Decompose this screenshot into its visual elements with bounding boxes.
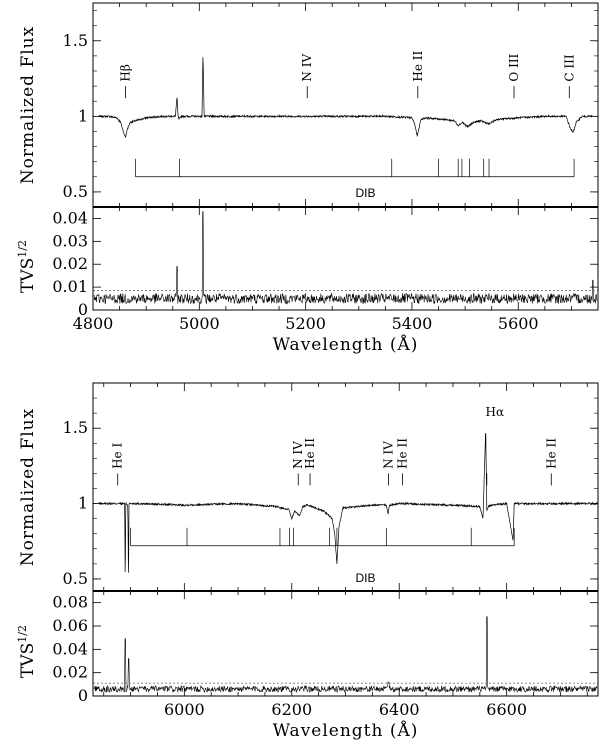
- flux-spectrum-line: [97, 57, 593, 138]
- y-axis-label-flux: Normalized Flux: [18, 26, 38, 184]
- line-id-label: C III: [562, 54, 576, 81]
- dib-label: DIB: [355, 571, 375, 585]
- x-tick-label: 4800: [73, 314, 114, 333]
- x-tick-label: 5200: [285, 314, 326, 333]
- x-tick-label: 5600: [498, 314, 539, 333]
- bottom-frame: [92, 590, 599, 697]
- y-tick-label: 0.5: [63, 569, 88, 588]
- y-tick-label: 0.03: [52, 231, 88, 250]
- x-tick-label: 6400: [379, 700, 420, 719]
- line-id-label: He II: [544, 438, 558, 469]
- x-tick-label: 6600: [486, 700, 527, 719]
- flux-spectrum-line: [98, 432, 599, 573]
- line-id-label: N IV: [291, 441, 305, 469]
- panel-1: Hβ N IV He II O III C III DIB 4800 5000 5200 5400…: [16, 2, 599, 355]
- y-tick-label: 0.06: [52, 616, 88, 635]
- line-id-label: He II: [303, 438, 317, 469]
- x-tick-label: 6200: [271, 700, 312, 719]
- line-id-label: He II: [395, 438, 409, 469]
- line-id-label: Hα: [486, 405, 505, 419]
- y-tick-label: 0.08: [52, 593, 88, 612]
- y-tick-label: 0.04: [52, 639, 88, 658]
- y-tick-label: 1: [78, 106, 88, 125]
- line-id-label: He II: [411, 50, 425, 81]
- x-tick-label: 5000: [179, 314, 220, 333]
- x-axis-label: Wavelength (Å): [273, 720, 419, 741]
- y-tick-label: 1: [78, 494, 88, 513]
- x-tick-label: 5400: [392, 314, 433, 333]
- y-axis-label-tvs: TVS1/2: [16, 625, 38, 678]
- y-tick-label: 1.5: [63, 31, 88, 50]
- line-id-label: N IV: [381, 441, 395, 469]
- y-tick-label: 0.5: [63, 182, 88, 201]
- tvs-line: [93, 616, 598, 694]
- line-id-label: Hβ: [118, 64, 132, 81]
- line-id-label: O III: [507, 53, 521, 81]
- y-tick-label: 0.02: [52, 254, 88, 273]
- x-axis-label: Wavelength (Å): [273, 334, 419, 355]
- top-frame: [92, 382, 599, 592]
- y-tick-label: 0: [78, 686, 88, 705]
- y-tick-label: 0.04: [52, 208, 88, 227]
- line-id-label: N IV: [300, 54, 314, 82]
- x-tick-label: 6000: [164, 700, 205, 719]
- y-tick-label: 1.5: [63, 418, 88, 437]
- tvs-line: [93, 211, 598, 305]
- y-axis-label-tvs: TVS1/2: [16, 240, 38, 293]
- line-id-label: He I: [111, 443, 125, 469]
- bottom-frame: [92, 206, 599, 311]
- dib-label: DIB: [355, 186, 375, 200]
- y-tick-label: 0: [78, 300, 88, 319]
- y-tick-label: 0.02: [52, 663, 88, 682]
- y-axis-label-flux: Normalized Flux: [18, 408, 38, 566]
- y-tick-label: 0.01: [52, 277, 88, 296]
